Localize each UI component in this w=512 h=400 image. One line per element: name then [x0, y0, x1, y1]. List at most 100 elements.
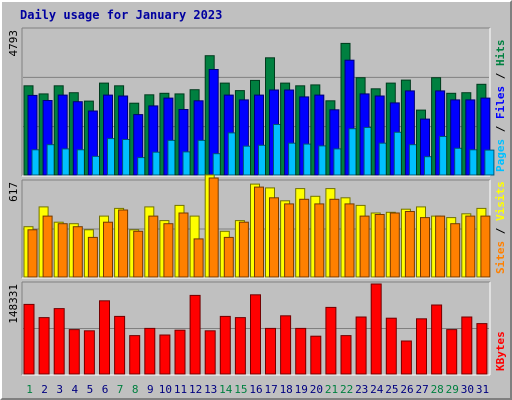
x-tick-label-day-8: 8	[132, 383, 139, 396]
bar-sites-day-3	[57, 223, 68, 278]
bar-kbytes-day-12	[189, 294, 201, 375]
x-tick-label-day-27: 27	[415, 383, 428, 396]
x-tick-label-day-26: 26	[400, 383, 413, 396]
x-tick-label-day-1: 1	[26, 383, 33, 396]
bar-kbytes-day-21	[325, 306, 337, 375]
legend-label-sites: Sites	[494, 241, 507, 274]
bar-sites-day-29	[450, 223, 461, 278]
legend-label-kbytes: KBytes	[494, 331, 507, 371]
x-tick-label-day-9: 9	[147, 383, 154, 396]
bar-kbytes-day-23	[355, 316, 367, 375]
bar-sites-day-8	[133, 230, 144, 278]
bar-kbytes-day-8	[129, 335, 141, 375]
x-tick-label-day-14: 14	[219, 383, 233, 396]
bar-kbytes-day-22	[340, 335, 352, 375]
legend-visits_sites: Sites / Visits	[494, 181, 507, 274]
x-tick-label-day-29: 29	[446, 383, 459, 396]
y-max-label-kbytes: 148331	[7, 284, 20, 324]
bar-kbytes-day-3	[53, 308, 65, 375]
bar-sites-day-6	[103, 221, 113, 278]
x-tick-label-day-17: 17	[264, 383, 277, 396]
bar-sites-day-31	[480, 215, 491, 278]
bar-kbytes-day-27	[416, 318, 427, 375]
x-tick-label-day-10: 10	[159, 383, 172, 396]
bar-kbytes-day-16	[250, 294, 261, 375]
y-max-label-visits_sites: 617	[7, 182, 20, 202]
bar-sites-day-13	[208, 177, 219, 278]
legend-label-hits: Hits	[494, 40, 507, 67]
bar-sites-day-1	[27, 229, 38, 278]
x-tick-label-day-24: 24	[370, 383, 384, 396]
x-tick-label-day-19: 19	[295, 383, 308, 396]
bar-kbytes-day-15	[234, 317, 246, 375]
bar-kbytes-day-24	[370, 283, 382, 375]
x-tick-label-day-4: 4	[71, 383, 78, 396]
bar-kbytes-day-30	[461, 316, 473, 375]
bar-pages-day-31	[484, 149, 495, 176]
bar-kbytes-day-7	[114, 315, 126, 375]
bar-kbytes-day-11	[174, 329, 186, 375]
bar-kbytes-day-1	[23, 303, 35, 375]
x-tick-label-day-21: 21	[325, 383, 338, 396]
bar-sites-day-30	[465, 215, 476, 278]
bar-kbytes-day-29	[446, 329, 458, 375]
bar-sites-day-15	[238, 221, 249, 278]
x-tick-label-day-5: 5	[87, 383, 94, 396]
legend-label-pages: Pages	[494, 139, 507, 172]
bar-kbytes-day-14	[219, 315, 231, 375]
bar-sites-day-4	[72, 226, 83, 278]
bar-sites-day-14	[223, 236, 234, 278]
x-tick-label-day-11: 11	[174, 383, 187, 396]
bar-sites-day-10	[163, 223, 174, 278]
x-tick-label-day-12: 12	[189, 383, 202, 396]
bar-sites-day-18	[284, 203, 295, 278]
bar-sites-day-27	[420, 217, 430, 278]
x-tick-label-day-18: 18	[280, 383, 293, 396]
bar-sites-day-20	[314, 203, 325, 278]
bar-kbytes-day-2	[38, 317, 50, 375]
x-tick-label-day-25: 25	[385, 383, 398, 396]
bar-sites-day-12	[193, 238, 204, 278]
bar-kbytes-day-26	[400, 340, 412, 375]
bar-sites-day-17	[269, 197, 279, 278]
bar-sites-day-16	[254, 186, 264, 278]
bar-sites-day-11	[178, 212, 189, 278]
x-tick-label-day-20: 20	[310, 383, 323, 396]
bar-kbytes-day-17	[265, 327, 276, 375]
bar-kbytes-day-31	[476, 323, 488, 375]
bar-sites-day-25	[389, 212, 400, 278]
legend-label-files: Files	[494, 86, 507, 119]
legend-label-visits: Visits	[494, 181, 507, 221]
chart-title: Daily usage for January 2023	[20, 8, 222, 22]
bar-kbytes-day-10	[159, 334, 171, 375]
x-tick-label-day-16: 16	[249, 383, 262, 396]
legend-kbytes: KBytes	[494, 331, 507, 371]
x-tick-label-day-23: 23	[355, 383, 368, 396]
bar-sites-day-2	[42, 215, 53, 278]
x-tick-label-day-28: 28	[431, 383, 444, 396]
bar-kbytes-day-28	[431, 304, 443, 375]
bar-sites-day-5	[87, 236, 98, 278]
bar-sites-day-19	[299, 198, 310, 278]
x-tick-label-day-2: 2	[41, 383, 48, 396]
bar-kbytes-day-25	[385, 317, 397, 375]
bar-kbytes-day-4	[68, 329, 80, 375]
bar-sites-day-22	[344, 203, 355, 278]
bar-kbytes-day-5	[83, 330, 95, 375]
y-max-label-hits_files_pages: 4793	[7, 30, 20, 57]
x-tick-label-day-31: 31	[476, 383, 489, 396]
bar-sites-day-24	[374, 214, 385, 278]
x-tick-label-day-22: 22	[340, 383, 353, 396]
x-tick-label-day-15: 15	[234, 383, 247, 396]
bar-kbytes-day-18	[280, 315, 292, 375]
bar-sites-day-21	[329, 198, 340, 278]
bar-kbytes-day-13	[204, 330, 216, 375]
x-tick-label-day-7: 7	[117, 383, 124, 396]
x-tick-label-day-3: 3	[56, 383, 63, 396]
bar-kbytes-day-9	[144, 327, 156, 375]
bar-kbytes-day-6	[99, 300, 110, 375]
bar-sites-day-28	[435, 215, 446, 278]
legend-hits_files_pages: Pages / Files / Hits	[494, 40, 507, 173]
bar-sites-day-23	[359, 215, 370, 278]
